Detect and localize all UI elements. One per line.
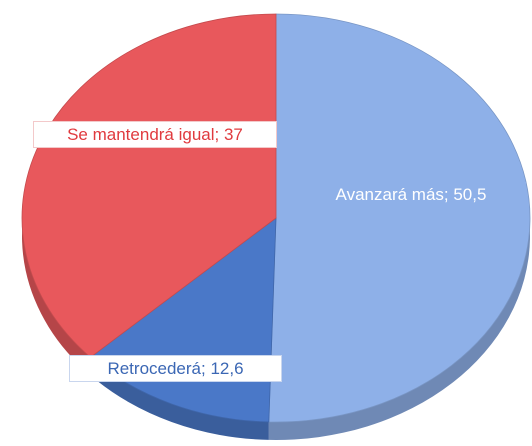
data-label: Avanzará más; 50,5 [296, 182, 526, 207]
pie-slice [268, 13, 531, 423]
pie-side [90, 357, 269, 440]
data-label: Se mantendrá igual; 37 [33, 121, 277, 148]
data-label: Retrocederá; 12,6 [69, 355, 282, 382]
